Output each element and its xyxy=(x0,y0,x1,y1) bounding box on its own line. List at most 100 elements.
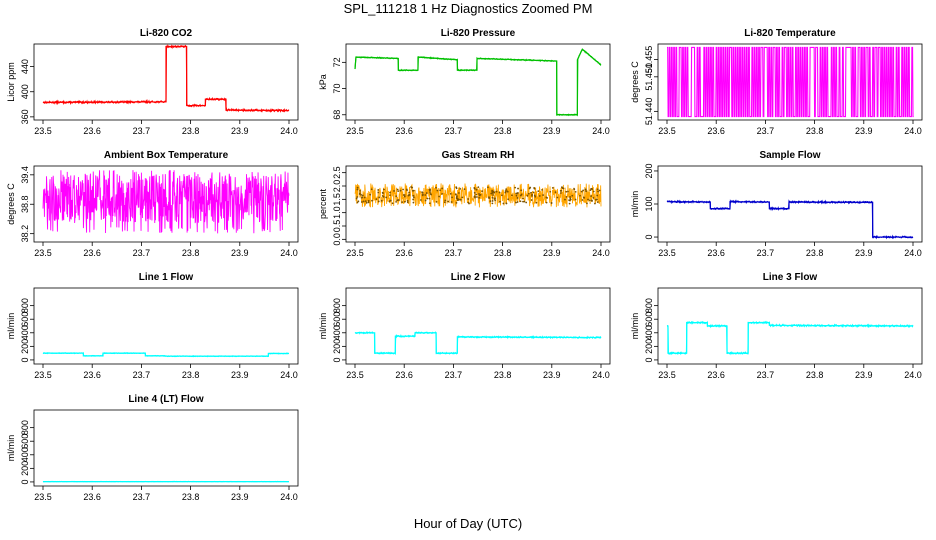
series-point xyxy=(467,201,470,204)
series-point xyxy=(494,199,497,202)
series-point xyxy=(581,199,584,201)
series-point xyxy=(574,191,577,193)
plot-area xyxy=(667,46,914,118)
y-tick-label: 0 xyxy=(644,357,654,362)
series-point xyxy=(360,194,363,196)
y-tick-label: 800 xyxy=(20,420,30,435)
series-point xyxy=(406,199,409,202)
series-point xyxy=(457,192,460,194)
y-tick-label: 38.8 xyxy=(20,195,30,213)
y-axis-label: percent xyxy=(318,188,328,219)
panel-title: Line 4 (LT) Flow xyxy=(128,394,204,405)
series-point xyxy=(527,192,530,195)
series-point xyxy=(504,191,507,194)
series-point xyxy=(519,194,522,197)
series-point xyxy=(597,190,599,193)
panel-title: Ambient Box Temperature xyxy=(104,150,229,161)
x-tick-label: 24.0 xyxy=(280,248,298,258)
plot-area xyxy=(42,44,290,113)
series-point xyxy=(451,196,453,199)
series-point xyxy=(385,196,388,199)
panel-title: Li-820 Temperature xyxy=(744,28,836,39)
series-point xyxy=(395,200,398,203)
series-point xyxy=(474,195,476,198)
plot-frame xyxy=(33,43,299,121)
series-point xyxy=(596,201,599,204)
series-point xyxy=(370,188,373,191)
series-point xyxy=(528,187,531,190)
x-tick-label: 23.5 xyxy=(346,248,364,258)
series-point xyxy=(514,186,517,189)
series-point xyxy=(481,190,484,193)
plot-frame xyxy=(33,409,299,487)
series-point xyxy=(530,199,533,201)
series-point xyxy=(587,198,589,201)
series-point xyxy=(444,199,447,202)
series-point xyxy=(375,198,378,201)
series-point xyxy=(491,196,494,199)
x-tick-label: 23.5 xyxy=(658,370,676,380)
series-point xyxy=(428,197,431,200)
series-point xyxy=(517,191,519,194)
x-tick-label: 23.5 xyxy=(658,248,676,258)
series-point xyxy=(411,186,414,189)
figure-title: SPL_111218 1 Hz Diagnostics Zoomed PM xyxy=(343,1,593,16)
series-point xyxy=(429,189,431,192)
series-point xyxy=(407,194,410,197)
plot-frame xyxy=(33,287,299,365)
x-tick-label: 23.9 xyxy=(231,126,249,136)
y-tick-label: 0 xyxy=(20,357,30,362)
y-tick-label: 2.0 xyxy=(332,180,342,193)
x-tick-label: 23.6 xyxy=(707,126,725,136)
y-tick-label: 51.450 xyxy=(644,63,654,91)
y-tick-label: 100 xyxy=(644,196,654,211)
series-point xyxy=(533,194,536,197)
series-point xyxy=(378,196,381,199)
x-tick-label: 23.5 xyxy=(34,248,52,258)
series-point xyxy=(489,200,492,203)
series-point xyxy=(531,193,533,196)
y-tick-label: 400 xyxy=(644,325,654,340)
series-point xyxy=(356,196,359,198)
x-tick-label: 23.9 xyxy=(543,126,561,136)
series-point xyxy=(463,188,466,191)
series-point xyxy=(461,196,464,199)
series-point xyxy=(402,194,405,196)
series-point xyxy=(515,201,517,204)
x-tick-label: 23.7 xyxy=(757,126,775,136)
x-tick-label: 23.8 xyxy=(806,370,824,380)
x-tick-label: 23.7 xyxy=(133,370,151,380)
series-point xyxy=(425,192,428,194)
series-point xyxy=(412,198,415,201)
series-point xyxy=(424,194,427,196)
panel-4: Ambient Box Temperature 23.5 23.6 23.7 23.8 2… xyxy=(6,150,299,258)
x-tick-label: 23.6 xyxy=(83,248,101,258)
series-point xyxy=(408,191,411,194)
plot-frame xyxy=(345,43,611,121)
series-point xyxy=(403,195,406,198)
series-point xyxy=(389,199,392,202)
series-point xyxy=(516,197,519,199)
series-point xyxy=(532,191,535,194)
series-point xyxy=(361,196,363,199)
series-point xyxy=(559,189,562,192)
series-point xyxy=(537,190,540,193)
y-tick-label: 0 xyxy=(644,235,654,240)
y-tick-label: 2.5 xyxy=(332,166,342,179)
plot-area xyxy=(42,351,290,358)
y-tick-label: 400 xyxy=(332,325,342,340)
series-point xyxy=(549,190,552,193)
series-point xyxy=(412,194,415,197)
series-point xyxy=(499,200,501,203)
series-point xyxy=(361,194,364,197)
series-point xyxy=(356,186,359,189)
series-point xyxy=(456,195,458,197)
series-line xyxy=(354,183,602,208)
series-point xyxy=(567,190,569,193)
series-noise xyxy=(666,320,914,356)
series-point xyxy=(367,201,370,204)
series-point xyxy=(441,187,444,190)
series-point xyxy=(598,189,601,192)
x-tick-label: 24.0 xyxy=(904,370,922,380)
series-point xyxy=(421,192,424,194)
